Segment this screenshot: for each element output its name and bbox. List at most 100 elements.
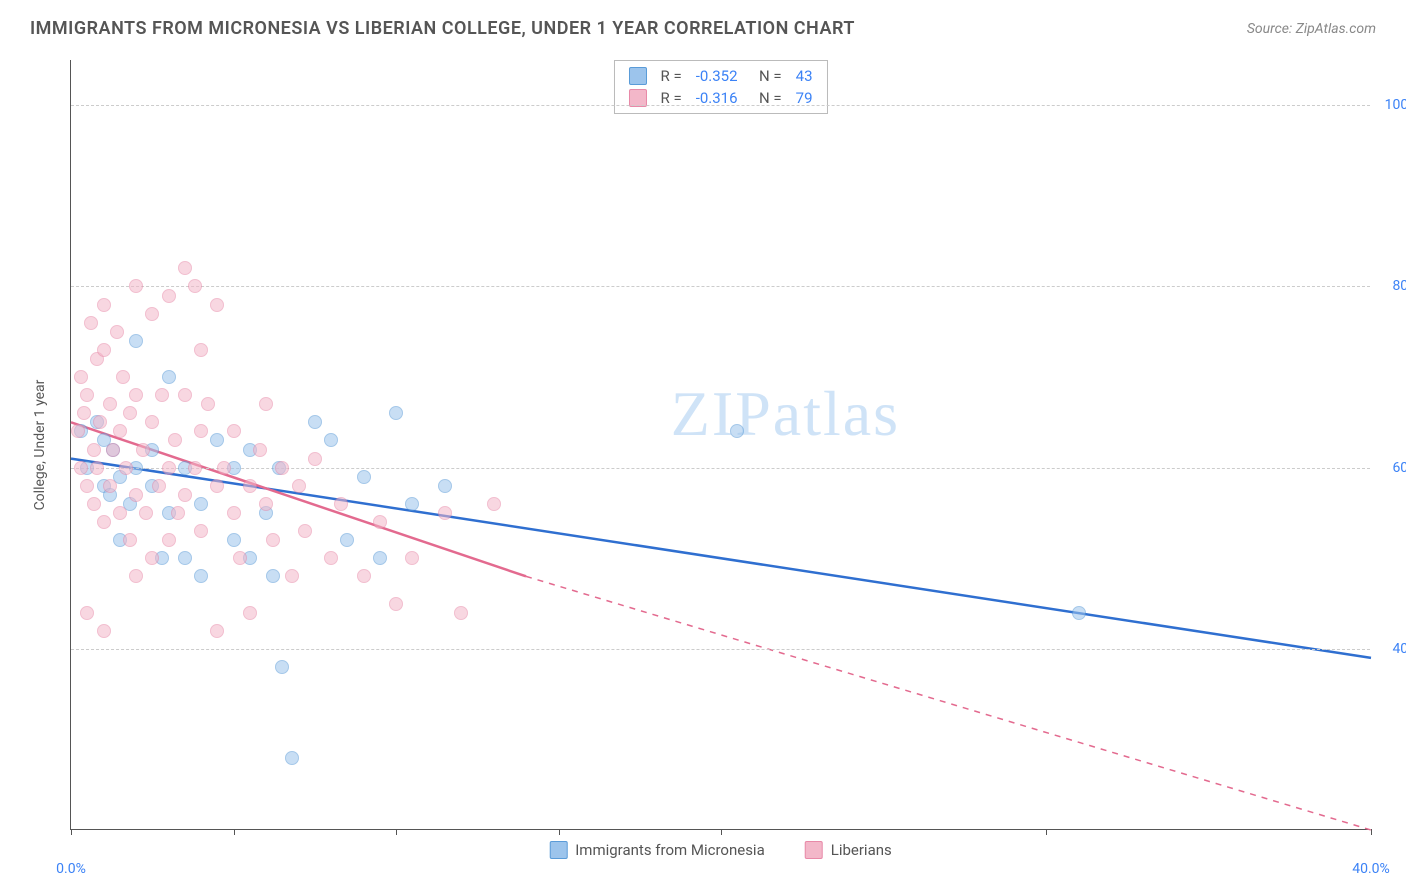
data-point [87, 497, 101, 511]
data-point [74, 370, 88, 384]
data-point [275, 660, 289, 674]
legend-item-1: Liberians [805, 841, 892, 859]
data-point [155, 388, 169, 402]
swatch-series-1 [805, 841, 823, 859]
data-point [74, 461, 88, 475]
legend-label-0: Immigrants from Micronesia [575, 841, 765, 859]
x-tick [234, 829, 235, 835]
data-point [162, 370, 176, 384]
data-point [123, 406, 137, 420]
data-point [129, 279, 143, 293]
data-point [97, 624, 111, 638]
data-point [129, 334, 143, 348]
y-tick-label: 80.0% [1375, 278, 1406, 294]
data-point [71, 424, 85, 438]
data-point [730, 424, 744, 438]
data-point [162, 533, 176, 547]
data-point [113, 506, 127, 520]
data-point [285, 751, 299, 765]
chart-container: College, Under 1 year ZIPatlas R = -0.35… [50, 60, 1370, 830]
data-point [487, 497, 501, 511]
x-tick [396, 829, 397, 835]
data-point [253, 443, 267, 457]
data-point [129, 569, 143, 583]
data-point [308, 452, 322, 466]
data-point [194, 569, 208, 583]
data-point [188, 279, 202, 293]
data-point [324, 551, 338, 565]
data-point [103, 479, 117, 493]
data-point [178, 261, 192, 275]
data-point [454, 606, 468, 620]
data-point [188, 461, 202, 475]
data-point [210, 624, 224, 638]
x-tick [71, 829, 72, 835]
data-point [80, 606, 94, 620]
data-point [292, 479, 306, 493]
r-value-0: -0.352 [696, 67, 738, 85]
x-tick [1046, 829, 1047, 835]
data-point [136, 443, 150, 457]
data-point [90, 461, 104, 475]
data-point [243, 479, 257, 493]
data-point [285, 569, 299, 583]
r-label: R = [660, 67, 681, 85]
data-point [97, 298, 111, 312]
y-tick-label: 40.0% [1375, 641, 1406, 657]
data-point [178, 388, 192, 402]
data-point [340, 533, 354, 547]
data-point [210, 479, 224, 493]
data-point [243, 606, 257, 620]
data-point [103, 397, 117, 411]
stats-row-0: R = -0.352 N = 43 [628, 65, 812, 87]
data-point [210, 433, 224, 447]
data-point [110, 325, 124, 339]
gridline [71, 105, 1370, 106]
data-point [171, 506, 185, 520]
data-point [227, 424, 241, 438]
swatch-series-0 [549, 841, 567, 859]
data-point [139, 506, 153, 520]
data-point [217, 461, 231, 475]
n-label: N = [752, 67, 782, 85]
data-point [84, 316, 98, 330]
data-point [357, 569, 371, 583]
data-point [389, 597, 403, 611]
data-point [275, 461, 289, 475]
data-point [168, 433, 182, 447]
gridline [71, 286, 1370, 287]
data-point [334, 497, 348, 511]
data-point [178, 488, 192, 502]
data-point [129, 488, 143, 502]
data-point [194, 524, 208, 538]
data-point [145, 415, 159, 429]
legend-item-0: Immigrants from Micronesia [549, 841, 765, 859]
data-point [259, 397, 273, 411]
legend-label-1: Liberians [831, 841, 892, 859]
data-point [373, 515, 387, 529]
data-point [194, 497, 208, 511]
data-point [324, 433, 338, 447]
data-point [87, 443, 101, 457]
data-point [438, 479, 452, 493]
data-point [298, 524, 312, 538]
data-point [405, 551, 419, 565]
data-point [308, 415, 322, 429]
y-tick-label: 100.0% [1375, 97, 1406, 113]
chart-title: IMMIGRANTS FROM MICRONESIA VS LIBERIAN C… [30, 18, 855, 39]
y-tick-label: 60.0% [1375, 460, 1406, 476]
data-point [357, 470, 371, 484]
data-point [162, 289, 176, 303]
swatch-series-0 [628, 67, 646, 85]
x-tick [559, 829, 560, 835]
data-point [405, 497, 419, 511]
plot-area: ZIPatlas R = -0.352 N = 43 R = -0.316 N … [70, 60, 1370, 830]
data-point [113, 424, 127, 438]
data-point [194, 424, 208, 438]
data-point [80, 479, 94, 493]
data-point [266, 569, 280, 583]
data-point [210, 298, 224, 312]
data-point [438, 506, 452, 520]
data-point [152, 479, 166, 493]
data-point [93, 415, 107, 429]
